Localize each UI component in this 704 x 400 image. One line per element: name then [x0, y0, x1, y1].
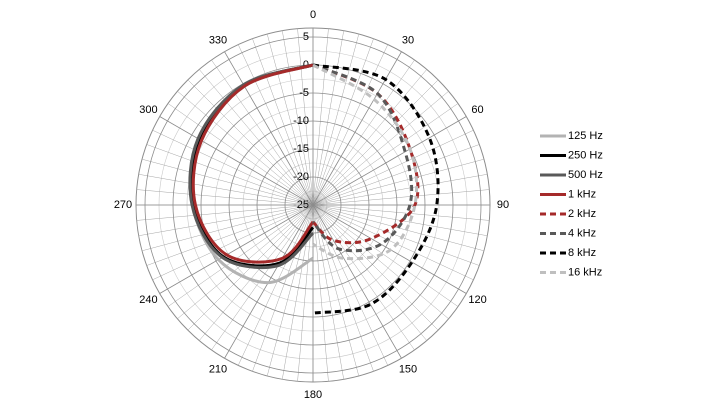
minor-spoke	[266, 33, 314, 206]
minor-spoke	[237, 44, 314, 206]
grid-spoke	[159, 116, 314, 206]
minor-spoke	[312, 38, 374, 206]
legend-label: 125 Hz	[568, 130, 603, 142]
minor-spoke	[312, 204, 389, 366]
series-line	[188, 63, 315, 269]
minor-spoke	[312, 158, 485, 206]
minor-spoke	[136, 204, 314, 221]
minor-spoke	[141, 204, 314, 252]
r-tick-label: -20	[293, 171, 309, 183]
minor-spoke	[312, 189, 490, 206]
grid-spoke	[312, 204, 402, 359]
series-line	[191, 63, 315, 264]
minor-spoke	[312, 204, 474, 281]
minor-spoke	[312, 129, 474, 206]
minor-spoke	[312, 103, 459, 206]
minor-spoke	[136, 189, 314, 206]
theta-tick-label: 150	[399, 363, 417, 375]
theta-tick-label: 90	[497, 199, 509, 211]
minor-spoke	[312, 204, 490, 221]
minor-spoke	[312, 144, 480, 206]
series-line	[311, 63, 414, 253]
theta-tick-label: 60	[471, 104, 483, 116]
legend-label: 2 kHz	[568, 208, 596, 220]
theta-tick-label: 0	[310, 9, 316, 21]
minor-spoke	[297, 28, 314, 206]
legend-label: 1 kHz	[568, 188, 596, 200]
minor-spoke	[177, 91, 314, 206]
minor-spoke	[138, 174, 314, 206]
grid-spoke	[224, 51, 314, 206]
minor-spoke	[282, 30, 314, 206]
minor-spoke	[252, 38, 314, 206]
legend-label: 4 kHz	[568, 227, 596, 239]
minor-spoke	[199, 204, 314, 341]
grid-spoke	[312, 116, 467, 206]
minor-spoke	[312, 204, 415, 351]
minor-spoke	[312, 204, 360, 377]
series-line	[312, 63, 419, 261]
r-tick-label: -10	[293, 115, 309, 127]
grid-spoke	[312, 51, 402, 206]
minor-spoke	[312, 204, 439, 331]
minor-spoke	[312, 204, 480, 266]
r-tick-label: -15	[293, 143, 309, 155]
grid-spoke	[159, 204, 314, 294]
theta-tick-label: 120	[468, 294, 486, 306]
r-tick-label: -5	[299, 87, 309, 99]
minor-spoke	[312, 44, 389, 206]
minor-spoke	[312, 204, 449, 319]
r-tick-label: 0	[303, 59, 309, 71]
minor-spoke	[312, 204, 344, 380]
minor-spoke	[167, 103, 314, 206]
legend-label: 500 Hz	[568, 169, 603, 181]
minor-spoke	[252, 204, 314, 372]
minor-spoke	[167, 204, 314, 307]
minor-spoke	[187, 79, 314, 206]
legend-label: 16 kHz	[568, 266, 602, 278]
r-tick-label: 5	[303, 31, 309, 43]
theta-tick-label: 180	[304, 389, 322, 400]
theta-tick-label: 30	[402, 34, 414, 46]
minor-spoke	[312, 204, 427, 341]
minor-spoke	[312, 79, 439, 206]
minor-spoke	[312, 33, 360, 206]
minor-spoke	[312, 204, 459, 307]
legend-label: 250 Hz	[568, 149, 603, 161]
minor-spoke	[312, 28, 329, 206]
minor-spoke	[312, 30, 344, 206]
minor-spoke	[152, 129, 314, 206]
minor-spoke	[312, 69, 427, 206]
legend-label: 8 kHz	[568, 247, 596, 259]
minor-spoke	[138, 204, 314, 236]
minor-spoke	[211, 59, 314, 206]
theta-tick-label: 300	[139, 104, 157, 116]
minor-spoke	[312, 174, 488, 206]
theta-tick-label: 330	[209, 34, 227, 46]
theta-tick-label: 270	[114, 199, 132, 211]
minor-spoke	[211, 204, 314, 351]
minor-spoke	[312, 91, 449, 206]
theta-tick-label: 210	[209, 363, 227, 375]
minor-spoke	[141, 158, 314, 206]
series-line	[312, 63, 440, 315]
theta-tick-label: 240	[139, 294, 157, 306]
minor-spoke	[152, 204, 314, 281]
minor-spoke	[199, 69, 314, 206]
minor-spoke	[312, 59, 415, 206]
minor-spoke	[312, 204, 329, 382]
minor-spoke	[146, 144, 314, 206]
minor-spoke	[146, 204, 314, 266]
minor-spoke	[237, 204, 314, 366]
